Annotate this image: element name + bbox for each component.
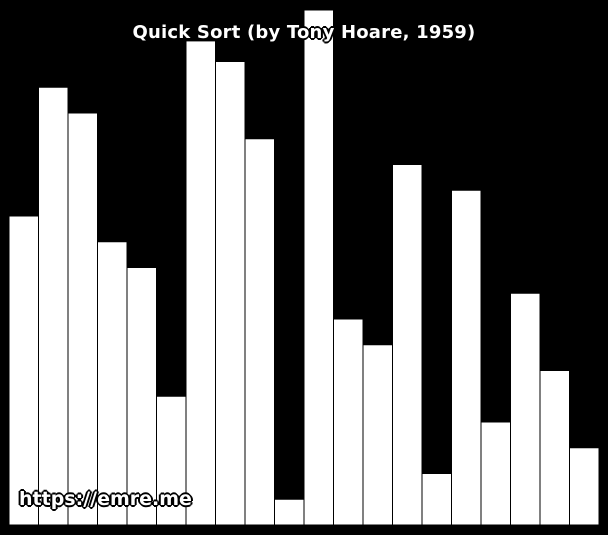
- bar-5: [126, 267, 157, 526]
- page-title: Quick Sort (by Tony Hoare, 1959): [132, 22, 476, 43]
- bar-18: [510, 292, 541, 526]
- bar-6: [156, 395, 187, 526]
- bar-3: [67, 112, 98, 526]
- bar-20: [569, 447, 600, 526]
- bar-12: [333, 318, 364, 526]
- bars-group: [8, 9, 600, 526]
- bar-1: [8, 215, 39, 526]
- bar-19: [539, 370, 570, 526]
- bar-9: [244, 138, 275, 526]
- bar-8: [215, 61, 246, 526]
- watermark-text: https://emre.me: [19, 488, 192, 510]
- bar-14: [392, 164, 423, 526]
- bar-17: [480, 421, 511, 526]
- bar-16: [451, 189, 482, 526]
- bar-15: [421, 473, 452, 526]
- bar-7: [185, 40, 216, 526]
- bar-11: [303, 9, 334, 526]
- bar-13: [362, 344, 393, 526]
- bar-10: [274, 498, 305, 526]
- bar-4: [97, 241, 128, 526]
- bar-2: [38, 86, 69, 526]
